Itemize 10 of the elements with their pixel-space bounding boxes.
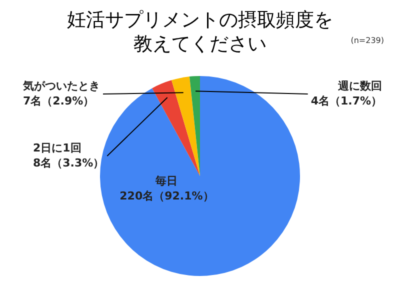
- data-label: 220名（92.1%）: [120, 189, 214, 202]
- slice-label: 毎日: [154, 174, 178, 188]
- slice-label: 週に数回: [337, 79, 382, 92]
- slice-label: 気がついたとき: [22, 79, 100, 92]
- data-label: 7名（2.9%）: [23, 94, 94, 108]
- data-label: 4名（1.7%）: [310, 94, 382, 108]
- slice-label: 2日に1回: [33, 141, 82, 154]
- data-label: 8名（3.3%）: [33, 156, 104, 170]
- chart-title: 妊活サプリメントの摂取頻度を教えてください: [66, 8, 334, 56]
- text: (n=239): [350, 36, 384, 45]
